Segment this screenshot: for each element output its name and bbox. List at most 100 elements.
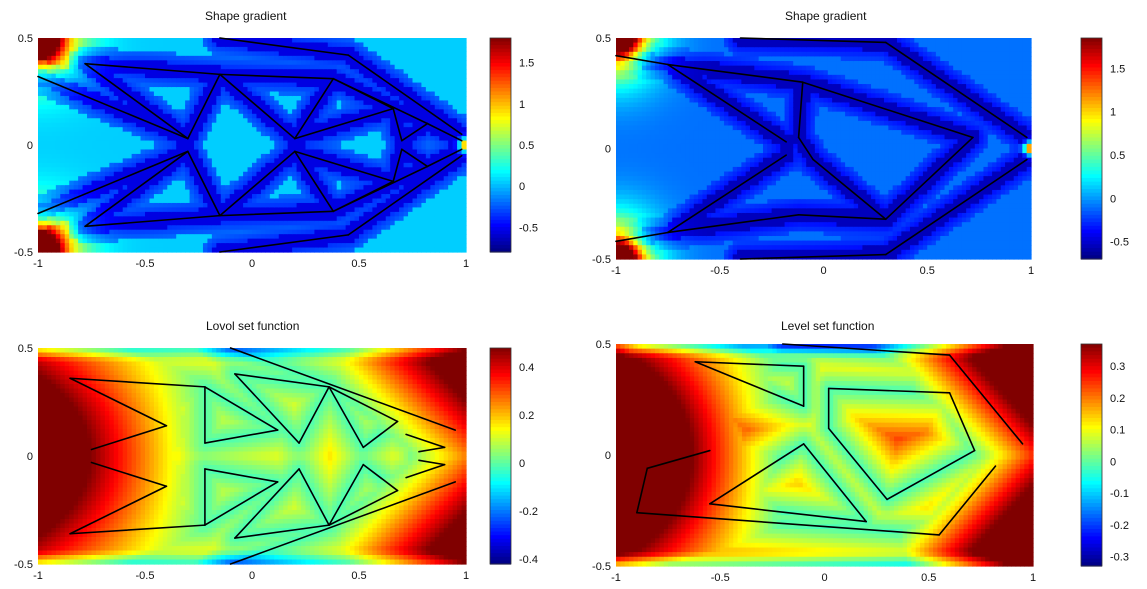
heatmap-cell — [180, 171, 186, 177]
heatmap-cell — [118, 131, 124, 137]
heatmap-cell — [202, 64, 209, 70]
heatmap-cell — [301, 149, 307, 155]
heatmap-cell — [211, 229, 217, 235]
heatmap-cell — [162, 140, 168, 146]
heatmap-cell — [416, 202, 423, 209]
heatmap-cell — [171, 42, 177, 48]
heatmap-cell — [198, 95, 204, 102]
heatmap-cell — [247, 131, 253, 137]
heatmap-cell — [220, 145, 226, 151]
heatmap-cell — [64, 118, 70, 124]
heatmap-cell — [323, 189, 329, 195]
heatmap-cell — [457, 118, 463, 124]
heatmap-cell — [336, 64, 342, 70]
heatmap-cell — [180, 42, 186, 48]
heatmap-cell — [256, 118, 262, 124]
heatmap-cell — [73, 167, 79, 173]
heatmap-cell — [292, 51, 298, 57]
heatmap-cell — [390, 153, 396, 159]
heatmap-cell — [452, 162, 458, 168]
heatmap-cell — [167, 91, 173, 97]
heatmap-cell — [430, 69, 436, 75]
heatmap-cell — [624, 199, 630, 205]
heatmap-cell — [216, 194, 222, 200]
heatmap-cell — [448, 234, 454, 240]
heatmap-cell — [153, 64, 159, 70]
heatmap-cell — [95, 194, 102, 200]
heatmap-cell — [167, 95, 173, 102]
heatmap-cell — [158, 136, 164, 142]
heatmap-cell — [318, 202, 324, 209]
heatmap-cell — [269, 207, 275, 213]
heatmap-cell — [207, 180, 213, 186]
heatmap-cell — [243, 87, 249, 93]
heatmap-cell — [341, 46, 347, 52]
heatmap-cell — [385, 109, 391, 115]
heatmap-cell — [425, 87, 431, 93]
heatmap-cell — [91, 104, 97, 110]
heatmap-cell — [394, 78, 400, 84]
heatmap-cell — [198, 60, 204, 66]
heatmap-cell — [207, 176, 213, 182]
heatmap-cell — [318, 91, 324, 97]
heatmap-cell — [354, 189, 360, 195]
heatmap-cell — [301, 216, 307, 222]
heatmap-cell — [153, 247, 159, 253]
heatmap-cell — [327, 38, 333, 44]
heatmap-cell — [616, 166, 621, 173]
heatmap-cell — [269, 122, 275, 128]
heatmap-cell — [51, 185, 57, 191]
heatmap-cell — [171, 225, 177, 231]
heatmap-cell — [158, 247, 164, 253]
heatmap-cell — [202, 69, 209, 75]
colorbar-segment — [490, 187, 511, 192]
heatmap-cell — [421, 91, 427, 97]
heatmap-cell — [278, 158, 284, 164]
heatmap-cell — [243, 82, 249, 88]
heatmap-cell — [189, 198, 195, 204]
heatmap-cell — [283, 171, 289, 177]
heatmap-cell — [158, 185, 164, 191]
heatmap-cell — [211, 87, 217, 93]
heatmap-cell — [238, 171, 244, 177]
heatmap-cell — [457, 64, 463, 70]
heatmap-cell — [136, 171, 142, 177]
heatmap-cell — [234, 202, 240, 209]
heatmap-cell — [64, 55, 70, 61]
heatmap-cell — [211, 69, 217, 75]
heatmap-cell — [448, 122, 454, 128]
heatmap-cell — [376, 216, 382, 222]
heatmap-cell — [140, 100, 146, 106]
heatmap-cell — [399, 162, 405, 168]
heatmap-cell — [252, 145, 258, 151]
heatmap-cell — [225, 42, 231, 48]
heatmap-cell — [149, 100, 155, 106]
heatmap-cell — [381, 194, 387, 200]
heatmap-cell — [109, 145, 115, 151]
heatmap-cell — [207, 198, 213, 204]
heatmap-cell — [439, 38, 445, 44]
heatmap-cell — [314, 153, 320, 159]
heatmap-cell — [60, 220, 66, 226]
heatmap-cell — [421, 118, 427, 124]
heatmap-cell — [461, 51, 467, 57]
heatmap-cell — [354, 118, 360, 124]
heatmap-cell — [412, 69, 418, 75]
heatmap-cell — [180, 127, 186, 133]
heatmap-cell — [185, 131, 191, 137]
heatmap-cell — [95, 176, 102, 182]
heatmap-cell — [167, 113, 173, 119]
heatmap-cell — [292, 73, 298, 79]
colorbar-segment — [490, 219, 511, 225]
heatmap-cell — [252, 153, 258, 159]
heatmap-cell — [234, 104, 240, 110]
colorbar-segment — [490, 152, 511, 157]
heatmap-cell — [100, 69, 106, 75]
heatmap-cell — [127, 87, 133, 93]
heatmap-cell — [55, 91, 61, 97]
heatmap-cell — [452, 140, 458, 146]
heatmap-cell — [149, 176, 155, 182]
heatmap-cell — [363, 118, 369, 124]
heatmap-cell — [305, 91, 311, 97]
heatmap-cell — [381, 82, 387, 88]
